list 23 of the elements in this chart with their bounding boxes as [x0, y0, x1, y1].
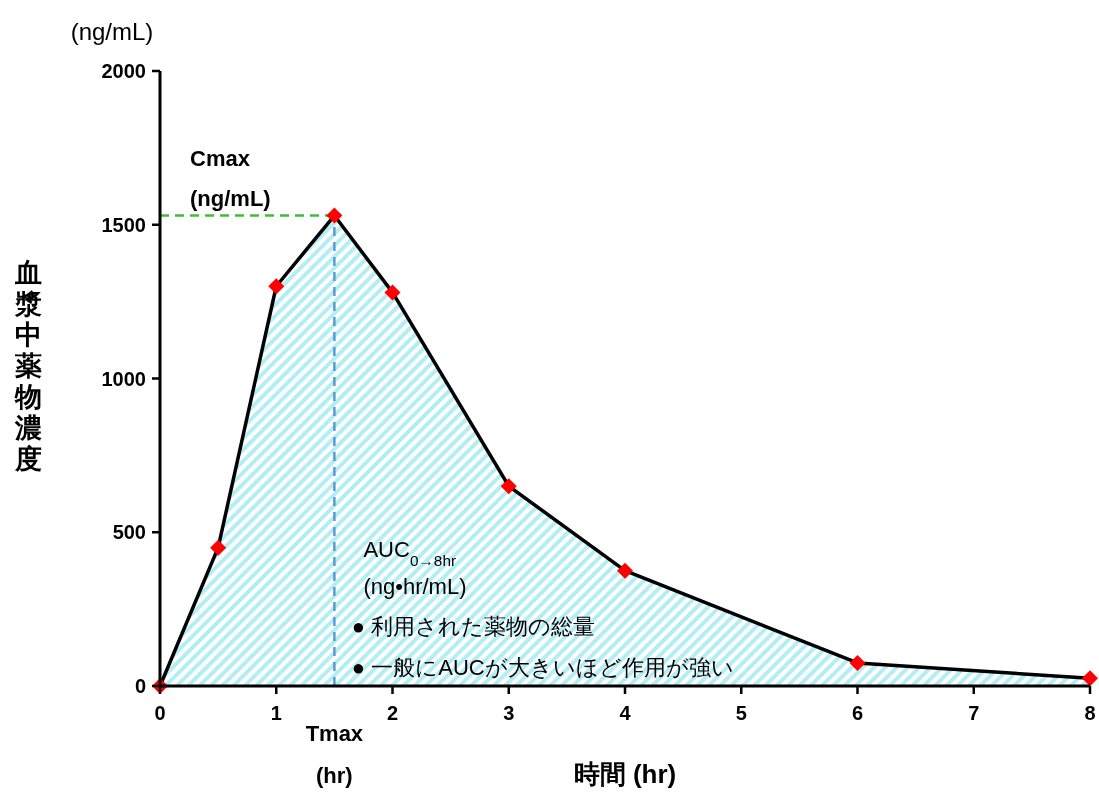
x-tick-label: 7	[968, 702, 980, 724]
annotation: ● 利用された薬物の総量	[351, 614, 596, 639]
y-axis-title: 血漿中薬物濃度	[13, 258, 42, 474]
y-tick-label: 1000	[101, 367, 146, 390]
y-tick-label: 2000	[101, 60, 146, 82]
x-tick-label: 1	[270, 702, 282, 724]
ref-line-label: Cmax (ng/mL)	[190, 145, 271, 211]
y-tick-label: 500	[112, 521, 146, 544]
x-tick-label: 3	[503, 702, 515, 724]
x-tick-label: 8	[1084, 702, 1096, 724]
ref-line-label: Tmax (hr)	[305, 721, 364, 788]
annotation: AUC$_{0→8hr}$	[363, 537, 457, 569]
x-tick-label: 0	[154, 702, 166, 724]
y-tick-label: 0	[134, 675, 146, 697]
annotation: ● 一般にAUCが大きいほど作用が強い	[351, 655, 734, 680]
x-tick-label: 6	[851, 702, 864, 724]
x-tick-label: 5	[735, 702, 747, 724]
x-tick-label: 2	[386, 702, 399, 724]
y-tick-label: 1500	[101, 213, 146, 236]
x-axis-title: 時間 (hr)	[573, 759, 677, 789]
annotation: (ng•hr/mL)	[363, 574, 467, 599]
text: (ng/mL)	[70, 18, 154, 45]
x-tick-label: 4	[619, 702, 632, 724]
